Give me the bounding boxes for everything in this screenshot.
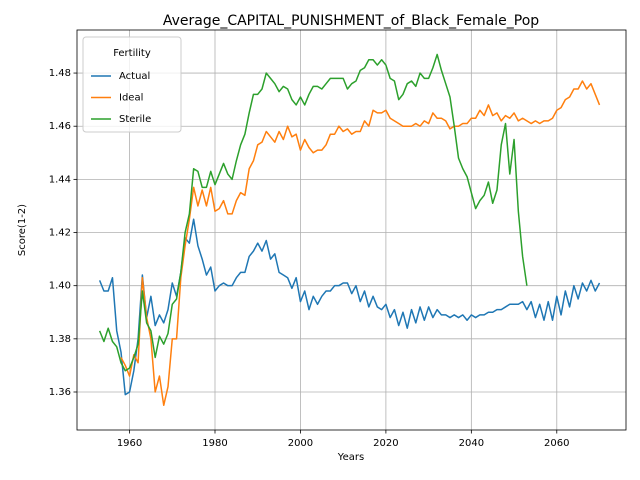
legend-label: Sterile: [119, 114, 151, 125]
y-tick-label: 1.38: [49, 334, 71, 345]
y-tick-label: 1.36: [49, 387, 71, 398]
x-axis-label: Years: [337, 452, 364, 463]
data-line: [120, 80, 601, 407]
y-axis-label: Score(1-2): [17, 204, 28, 256]
y-tick-label: 1.44: [49, 174, 71, 185]
x-tick-label: 1960: [117, 438, 142, 449]
y-tick-label: 1.42: [49, 228, 71, 239]
legend-box: [82, 36, 182, 133]
x-tick-label: 2020: [373, 438, 398, 449]
chart-title: Average_CAPITAL_PUNISHMENT_of_Black_Fema…: [163, 13, 539, 29]
y-tick-label: 1.46: [49, 121, 71, 132]
legend-label: Actual: [119, 71, 150, 82]
x-tick-label: 1980: [202, 438, 227, 449]
y-tick-label: 1.48: [49, 68, 71, 79]
data-line: [98, 53, 528, 372]
x-tick-label: 2000: [288, 438, 313, 449]
plot-frame: [76, 29, 627, 431]
x-tick-label: 2060: [544, 438, 569, 449]
legend-label: Ideal: [119, 93, 143, 104]
y-tick-label: 1.40: [49, 281, 71, 292]
legend-title: Fertility: [113, 48, 151, 59]
x-tick-label: 2040: [459, 438, 484, 449]
